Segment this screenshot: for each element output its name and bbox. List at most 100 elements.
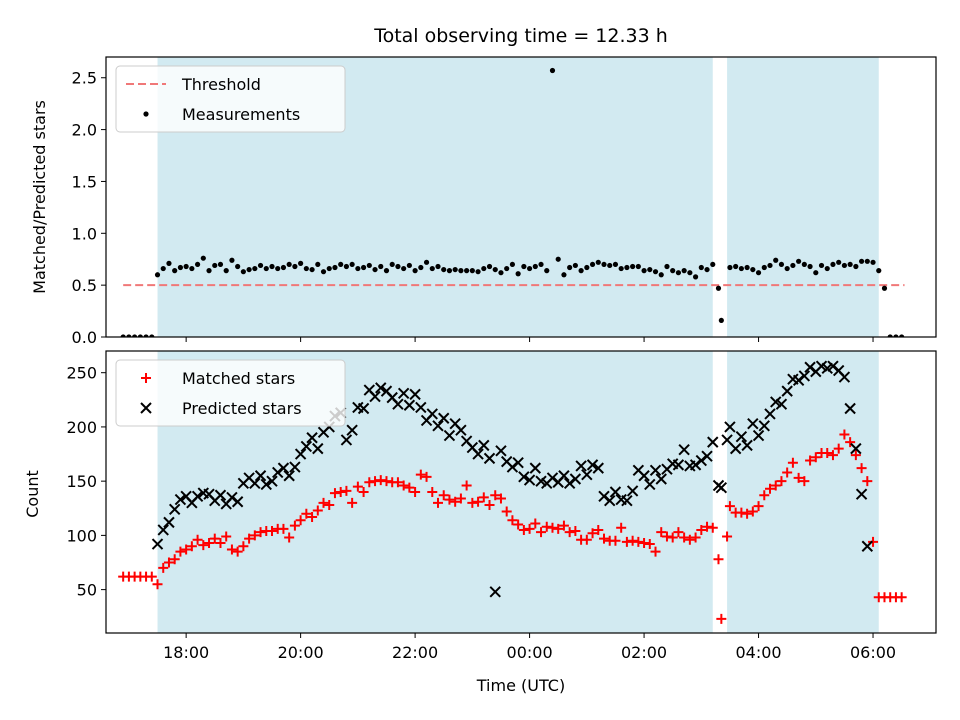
data-point-predicted [592, 462, 604, 474]
data-point-matched [461, 480, 472, 491]
data-point-matched [347, 497, 358, 508]
legend-measurement-swatch [143, 111, 149, 117]
data-point-matched [530, 518, 541, 529]
chart-title: Total observing time = 12.33 h [373, 25, 668, 47]
data-point-matched [753, 501, 764, 512]
data-point-predicted [438, 412, 450, 424]
legend-label: Threshold [181, 75, 261, 94]
data-point-measurement [303, 265, 309, 272]
data-point-matched [335, 487, 346, 497]
data-point-measurement [378, 263, 384, 270]
data-point-measurement [280, 264, 287, 271]
data-point-measurement [652, 269, 659, 275]
data-point-matched [896, 592, 907, 603]
data-point-matched [204, 537, 215, 548]
x-tick-label: 04:00 [735, 643, 781, 662]
data-point-predicted [306, 432, 318, 444]
data-point-matched [661, 531, 672, 542]
data-point-matched [341, 485, 352, 496]
data-point-predicted [747, 417, 759, 430]
data-point-predicted [483, 452, 496, 465]
data-point-matched [404, 482, 415, 493]
data-point-predicted [357, 402, 370, 415]
data-point-measurement [395, 263, 401, 270]
data-point-measurement [847, 261, 853, 268]
data-point-matched [639, 537, 650, 548]
data-point-matched [163, 557, 174, 568]
data-point-measurement [315, 261, 321, 268]
data-point-predicted [392, 398, 404, 410]
observing-window-2 [727, 351, 879, 633]
data-point-matched [381, 476, 392, 487]
top-panel: 0.0 0.5 1.0 1.5 2.0 2.5 Threshold Measurements [72, 56, 937, 347]
legend-label: Matched stars [182, 369, 295, 388]
top-y-axis-label: Matched/Predicted stars [30, 100, 49, 294]
data-point-measurement [853, 263, 859, 270]
y-tick-label: 2.0 [72, 121, 97, 140]
data-point-measurement [401, 265, 407, 272]
data-point-measurement [881, 285, 888, 291]
data-point-matched [827, 450, 838, 461]
y-tick-label: 150 [66, 472, 97, 491]
data-point-matched [238, 541, 249, 552]
data-point-matched [713, 554, 724, 565]
data-point-measurement [864, 258, 870, 264]
data-point-measurement [784, 265, 790, 272]
data-point-predicted [369, 390, 381, 403]
data-point-matched [301, 508, 312, 519]
data-point-matched [845, 437, 856, 448]
data-point-matched [679, 532, 690, 543]
data-point-predicted [397, 387, 410, 400]
data-point-measurement [624, 264, 630, 271]
data-point-predicted [861, 540, 874, 552]
data-point-measurement [154, 272, 161, 278]
data-point-measurement [893, 334, 899, 337]
data-point-measurement [836, 259, 842, 265]
data-point-matched [587, 528, 598, 539]
data-point-measurement [286, 261, 292, 268]
data-point-predicted [518, 471, 530, 483]
data-point-predicted [478, 439, 490, 452]
data-point-measurement [229, 257, 235, 263]
data-point-matched [805, 455, 816, 466]
legend: Matched stars Predicted stars [115, 359, 346, 427]
data-point-predicted [403, 399, 416, 411]
data-point-matched [793, 472, 804, 483]
data-point-matched [541, 521, 552, 532]
data-point-measurement [584, 264, 590, 271]
data-point-measurement [257, 262, 264, 269]
data-point-predicted [752, 429, 765, 442]
data-point-predicted [775, 398, 788, 410]
data-point-matched [421, 471, 432, 482]
data-point-matched [198, 540, 209, 551]
data-point-measurement [790, 262, 796, 269]
data-point-predicted [701, 450, 713, 462]
data-point-measurement [504, 265, 510, 272]
data-point-matched [696, 524, 707, 535]
data-point-measurement [200, 255, 206, 261]
data-point-matched [656, 527, 667, 538]
data-point-matched [473, 496, 484, 507]
data-point-predicted [644, 478, 656, 491]
data-point-predicted [626, 485, 639, 497]
data-point-measurement [441, 266, 447, 273]
data-point-measurement [292, 263, 298, 270]
data-point-measurement [876, 268, 882, 274]
data-point-measurement [595, 259, 601, 265]
data-point-predicted [798, 370, 811, 382]
data-point-matched [702, 521, 713, 532]
data-point-predicted [157, 524, 169, 536]
data-point-matched [742, 508, 753, 519]
data-point-measurement [498, 270, 504, 276]
data-point-measurement [343, 263, 350, 270]
data-point-measurement [120, 334, 126, 337]
data-point-predicted [672, 459, 685, 471]
data-point-matched [564, 527, 575, 538]
data-point-measurement [692, 274, 699, 280]
data-point-measurement [744, 264, 750, 271]
data-point-matched [621, 536, 632, 547]
data-point-measurement [767, 262, 773, 269]
data-point-matched [364, 477, 375, 488]
y-tick-label: 0.0 [72, 328, 97, 347]
data-point-measurement [841, 262, 848, 269]
